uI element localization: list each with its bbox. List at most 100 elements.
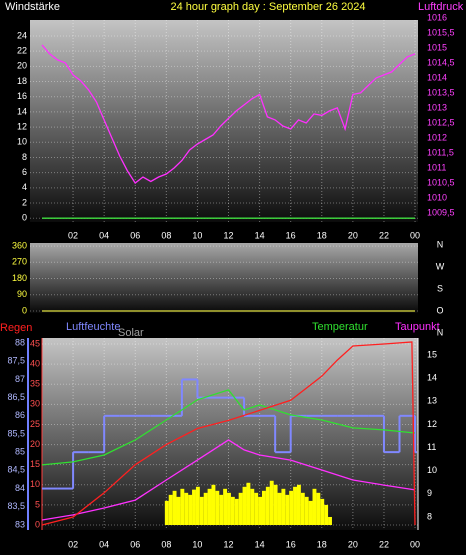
x-tick-label: 06 (130, 539, 140, 549)
y-tick-label: 1011 (427, 162, 446, 172)
y-tick-label: 14 (17, 106, 27, 116)
data-line (41, 439, 416, 521)
bar (195, 486, 200, 526)
y-tick-label: 10 (427, 465, 437, 475)
bar (273, 484, 278, 526)
y2-axis-label: Luftdruck (418, 1, 464, 13)
x-tick-label: 04 (99, 539, 109, 549)
y-tick-label: 83,5 (7, 501, 25, 511)
y-axis-label: Windstärke (5, 1, 60, 13)
y-tick-label: 12 (17, 121, 27, 131)
chart-title: 24 hour graph day : September 26 2024 (170, 1, 365, 13)
axis-label: Regen (0, 322, 32, 334)
axis-label: Solar (118, 327, 144, 339)
compass-label: W (436, 261, 445, 271)
plot-background (30, 243, 418, 313)
y-tick-label: 15 (30, 459, 40, 469)
y-tick-label: 85 (15, 447, 25, 457)
compass-label: N (437, 239, 444, 249)
y-tick-label: 10 (17, 137, 27, 147)
bar (180, 488, 185, 526)
bar (296, 484, 301, 526)
bar (269, 480, 274, 526)
x-tick-label: 16 (286, 230, 296, 240)
x-tick-label: 14 (255, 230, 265, 240)
y-tick-label: 87,5 (7, 356, 25, 366)
bar (265, 486, 270, 526)
y-tick-label: 45 (30, 338, 40, 348)
x-tick-label: 08 (161, 230, 171, 240)
bar (227, 492, 231, 526)
bar (242, 486, 247, 526)
bar (328, 516, 332, 526)
bar (230, 496, 235, 526)
y-tick-label: 16 (17, 91, 27, 101)
y-tick-label: 360 (12, 240, 27, 250)
x-tick-label: 20 (348, 230, 358, 240)
compass-label: O (436, 305, 443, 315)
y-tick-label: 1013,5 (427, 87, 455, 97)
y-tick-label: 25 (30, 419, 40, 429)
y-tick-label: 9 (427, 488, 432, 498)
x-tick-label: 10 (192, 230, 202, 240)
x-tick-label: 02 (68, 539, 78, 549)
y-tick-label: 85,5 (7, 428, 25, 438)
y-tick-label: 84,5 (7, 465, 25, 475)
bar (281, 488, 286, 526)
y-tick-label: 1015,5 (427, 27, 455, 37)
bar (234, 498, 239, 526)
bar (293, 486, 297, 526)
y-tick-label: 1013 (427, 102, 447, 112)
y-tick-label: 1010 (427, 192, 447, 202)
bar (258, 496, 263, 526)
y-tick-label: 1011,5 (427, 147, 454, 157)
bar (172, 490, 177, 526)
bar (246, 482, 251, 526)
y-tick-label: 87 (15, 374, 25, 384)
bar (308, 500, 313, 526)
data-line (41, 44, 416, 184)
x-tick-label: 00 (410, 539, 420, 549)
y-tick-label: 20 (30, 439, 40, 449)
y-tick-label: 4 (22, 182, 27, 192)
y-tick-label: 83 (15, 519, 25, 529)
bar (316, 492, 321, 526)
y-tick-label: 86 (15, 410, 25, 420)
bar (188, 494, 193, 526)
x-tick-label: 12 (224, 230, 234, 240)
y-tick-label: 1009,5 (427, 207, 455, 217)
y-tick-label: 30 (30, 399, 40, 409)
y-tick-label: 0 (22, 305, 27, 315)
x-tick-label: 08 (161, 539, 171, 549)
bar (207, 488, 212, 526)
x-tick-label: 22 (379, 230, 389, 240)
y-tick-label: 12 (427, 419, 437, 429)
y-tick-label: 1012 (427, 132, 447, 142)
bar (223, 488, 228, 526)
y-tick-label: 11 (427, 442, 436, 452)
y-tick-label: 35 (30, 379, 40, 389)
compass-label: N (437, 327, 444, 337)
bar (215, 490, 220, 526)
bar (199, 496, 204, 526)
axis-label: Luftfeuchte (66, 321, 120, 333)
y-tick-label: 180 (12, 273, 27, 283)
y-tick-label: 22 (17, 46, 27, 56)
x-tick-label: 14 (255, 539, 265, 549)
bar (320, 498, 325, 526)
x-tick-label: 18 (317, 230, 327, 240)
y-tick-label: 24 (17, 30, 27, 40)
y-tick-label: 15 (427, 349, 437, 359)
bar (261, 490, 266, 526)
y-tick-label: 88 (15, 337, 25, 347)
bar (277, 492, 282, 526)
y-tick-label: 10 (30, 479, 40, 489)
x-tick-label: 00 (410, 230, 420, 240)
y-tick-label: 13 (427, 396, 437, 406)
x-tick-label: 20 (348, 539, 358, 549)
y-tick-label: 84 (15, 483, 25, 493)
compass-label: S (437, 283, 443, 293)
bar (211, 484, 216, 526)
y-tick-label: 1010,5 (427, 177, 455, 187)
